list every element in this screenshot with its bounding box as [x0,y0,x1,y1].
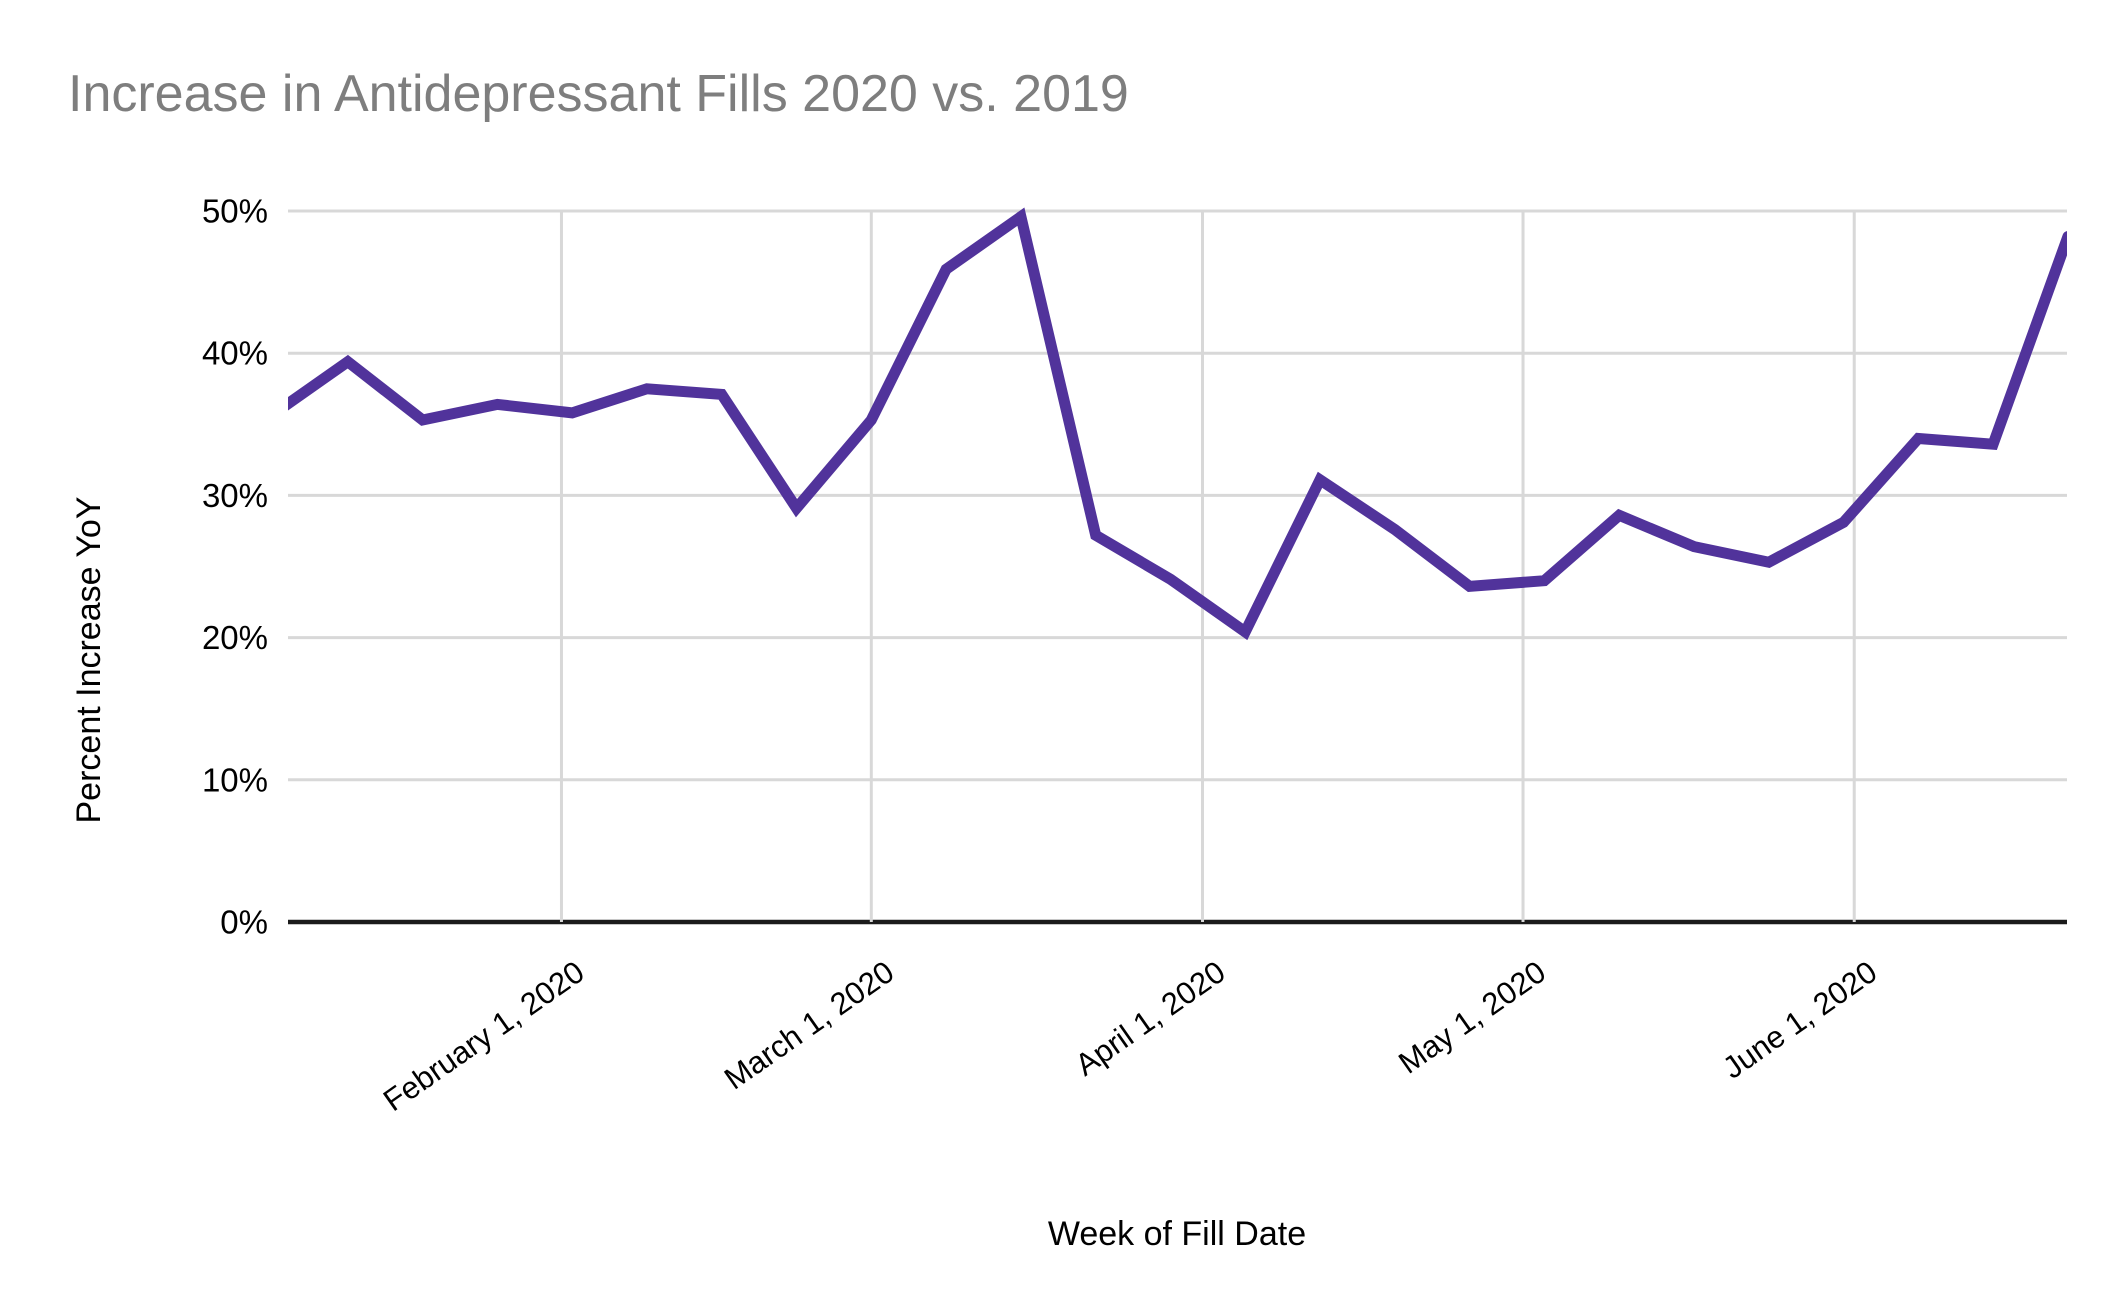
y-tick-label: 30% [202,477,268,514]
y-axis-title: Percent Increase YoY [70,496,108,823]
x-tick-label: March 1, 2020 [718,954,900,1096]
x-axis-title: Week of Fill Date [1048,1215,1306,1253]
y-tick-label: 0% [220,904,268,941]
gridlines [288,209,2067,925]
x-tick-label: May 1, 2020 [1392,954,1552,1081]
x-tick-label: April 1, 2020 [1069,954,1232,1083]
data-line [288,207,2067,641]
y-tick-label: 50% [202,193,268,230]
y-tick-label: 10% [202,761,268,798]
chart-title: Increase in Antidepressant Fills 2020 vs… [68,65,1129,123]
x-tick-label: February 1, 2020 [377,954,590,1118]
y-tick-label: 40% [202,335,268,372]
data-series-layer [288,207,2067,641]
y-tick-label: 20% [202,619,268,656]
x-tick-label: June 1, 2020 [1716,954,1883,1085]
